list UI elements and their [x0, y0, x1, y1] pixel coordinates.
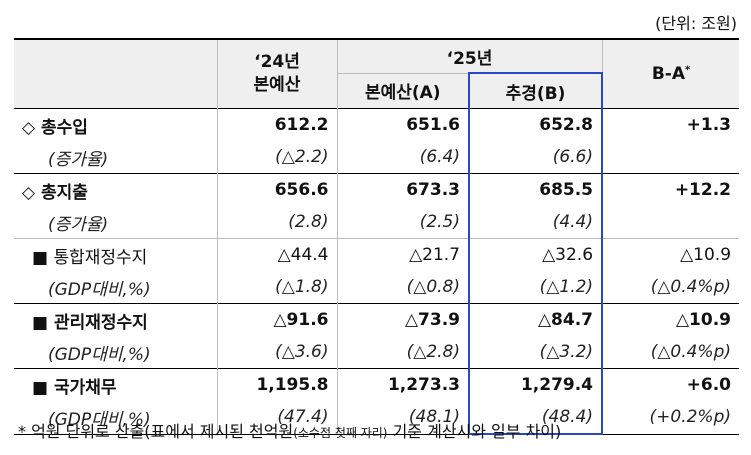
cell-diff — [601, 206, 740, 239]
cell-v25a: △21.7 — [336, 238, 469, 271]
header-col-diff-label: B-A — [651, 64, 685, 84]
header-row-1: ‘24년 본예산 ‘25년 B-A* — [14, 38, 740, 109]
cell-v25a: △73.9 — [336, 303, 469, 336]
table-row: ◇ 총수입 612.2 651.6 652.8 +1.3 — [14, 108, 740, 141]
cell-diff: +6.0 — [601, 368, 740, 401]
cell-v25a: (6.4) — [336, 141, 469, 174]
row-label: (GDP대비,%) — [48, 344, 151, 365]
cell-v25a: (△2.8) — [336, 336, 469, 369]
cell-v24: △91.6 — [216, 303, 337, 336]
cell-v25a: 651.6 — [336, 108, 469, 141]
cell-v25b: △32.6 — [467, 238, 604, 271]
cell-v25b: (4.4) — [467, 206, 604, 239]
header-row-2: 본예산(A) 추경(B) — [14, 72, 739, 109]
table-row: (GDP대비,%) (△1.8) (△0.8) (△1.2) (△0.4%p) — [14, 271, 740, 304]
footnote-main: * 억원 단위로 산출(표에서 제시된 천억원 — [18, 422, 294, 441]
cell-diff: △10.9 — [601, 238, 740, 271]
table-row: (GDP대비,%) (47.4) (48.1) (48.4) (+0.2%p) — [14, 401, 740, 435]
cell-v24: 612.2 — [216, 108, 337, 141]
cell-v25b: (△3.2) — [467, 336, 604, 369]
row-label: ◇ 총수입 — [14, 108, 217, 141]
cell-v24: △44.4 — [216, 238, 337, 271]
row-label: ■ 통합재정수지 — [14, 238, 217, 271]
fiscal-summary-table: ‘24년 본예산 ‘25년 B-A* 본예산(A) 추경(B) ◇ 총수입 61… — [14, 38, 740, 435]
cell-v25a: (48.1) — [336, 401, 469, 435]
cell-v25a: 673.3 — [336, 173, 469, 206]
cell-v24: (2.8) — [216, 206, 337, 239]
table-row: ■ 국가채무 1,195.8 1,273.3 1,279.4 +6.0 — [14, 368, 740, 401]
row-label: (증가율) — [48, 149, 109, 170]
cell-v25a: (2.5) — [336, 206, 469, 239]
header-col-25-supp: 추경(B) — [467, 72, 604, 109]
header-blank — [14, 38, 217, 109]
row-label: ■ 관리재정수지 — [14, 303, 217, 336]
cell-v25a: 1,273.3 — [336, 368, 469, 401]
cell-v25b: △84.7 — [467, 303, 604, 336]
cell-diff: △10.9 — [601, 303, 740, 336]
table-row: (증가율) (2.8) (2.5) (4.4) — [14, 206, 740, 239]
cell-v25b: 652.8 — [467, 108, 604, 141]
cell-v25b: (△1.2) — [467, 271, 604, 304]
unit-label: (단위: 조원) — [655, 14, 737, 33]
cell-diff — [601, 141, 740, 174]
cell-v24: (47.4) — [216, 401, 337, 435]
cell-v24: (△1.8) — [216, 271, 337, 304]
cell-v25a: (△0.8) — [336, 271, 469, 304]
cell-diff: +12.2 — [601, 173, 740, 206]
cell-diff: (+0.2%p) — [601, 401, 740, 435]
header-col-diff-mark: * — [684, 64, 691, 76]
cell-v24: 1,195.8 — [216, 368, 337, 401]
fiscal-table-wrapper: ‘24년 본예산 ‘25년 B-A* 본예산(A) 추경(B) ◇ 총수입 61… — [14, 38, 740, 435]
header-col-24-budget: 본예산 — [253, 75, 301, 95]
cell-diff: +1.3 — [601, 108, 740, 141]
footnote: * 억원 단위로 산출(표에서 제시된 천억원(소수점 첫째 자리) 기준 계산… — [18, 418, 561, 442]
table-row: ◇ 총지출 656.6 673.3 685.5 +12.2 — [14, 173, 740, 206]
row-label: (GDP대비,%) — [48, 279, 151, 300]
row-label: ◇ 총지출 — [14, 173, 217, 206]
header-col-24: ‘24년 본예산 — [216, 38, 337, 109]
header-col-diff: B-A* — [601, 38, 740, 109]
footnote-small: (소수점 첫째 자리) — [293, 426, 388, 440]
cell-diff: (△0.4%p) — [601, 336, 740, 369]
header-col-24-year: ‘24년 — [254, 52, 300, 73]
table-row: (증가율) (△2.2) (6.4) (6.6) — [14, 141, 740, 174]
header-col-25: ‘25년 — [336, 38, 603, 73]
table-row: (GDP대비,%) (△3.6) (△2.8) (△3.2) (△0.4%p) — [14, 336, 740, 369]
cell-diff: (△0.4%p) — [601, 271, 740, 304]
row-label: ■ 국가채무 — [14, 368, 217, 401]
cell-v25b: (6.6) — [467, 141, 604, 174]
table-row: ■ 통합재정수지 △44.4 △21.7 △32.6 △10.9 — [14, 238, 740, 271]
cell-v24: 656.6 — [216, 173, 337, 206]
row-label: (증가율) — [48, 214, 109, 235]
footnote-end: 기준 계산시와 일부 차이) — [387, 422, 562, 441]
row-label: (GDP대비,%) — [14, 401, 217, 435]
cell-v25b: 685.5 — [467, 173, 604, 206]
table-row: ■ 관리재정수지 △91.6 △73.9 △84.7 △10.9 — [14, 303, 740, 336]
cell-v25b: 1,279.4 — [467, 368, 604, 401]
cell-v24: (△2.2) — [216, 141, 337, 174]
header-col-25-main: 본예산(A) — [336, 72, 469, 109]
cell-v24: (△3.6) — [216, 336, 337, 369]
cell-v25b: (48.4) — [467, 401, 604, 435]
